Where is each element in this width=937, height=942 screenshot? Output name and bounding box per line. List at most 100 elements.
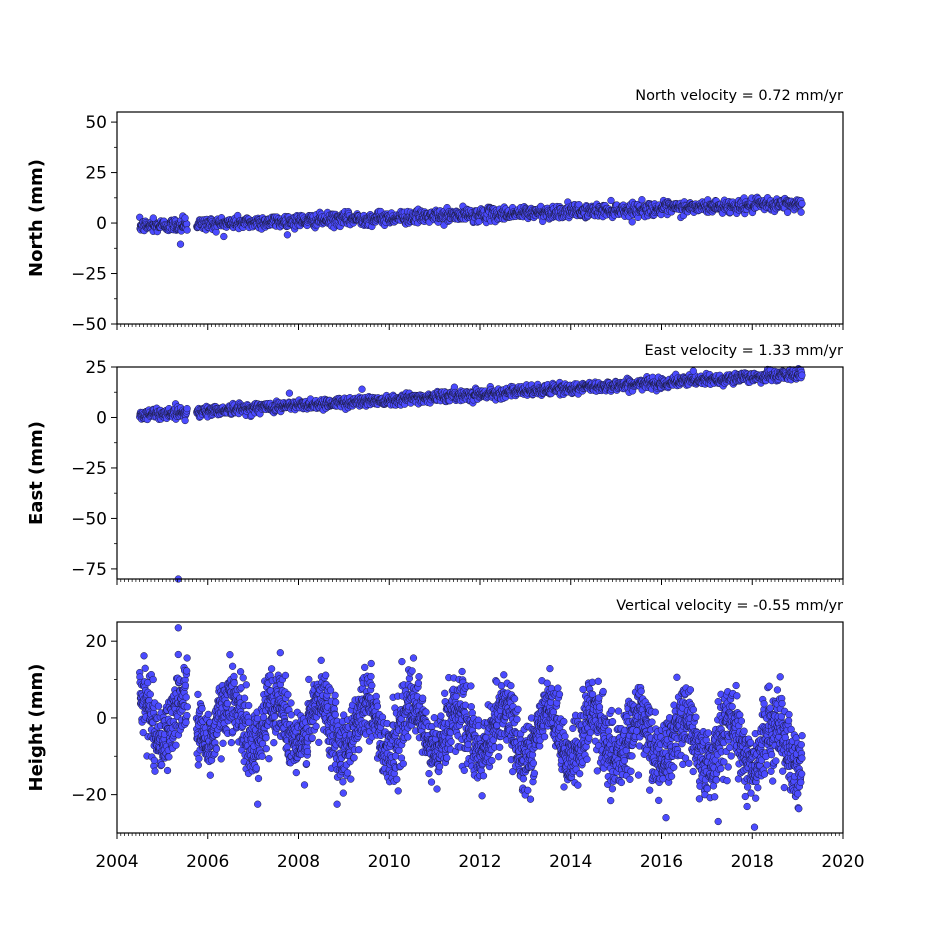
y-tick-label-north: 25 <box>85 164 107 184</box>
data-point-height <box>293 769 300 776</box>
data-point-height <box>282 672 289 679</box>
data-point-height <box>313 723 320 730</box>
data-point-height <box>368 682 375 689</box>
data-point-height <box>266 755 273 762</box>
data-point-height <box>213 746 220 753</box>
y-tick-label-east: −25 <box>71 459 107 479</box>
data-point-height <box>355 746 362 753</box>
y-tick-label-east: 25 <box>85 358 107 378</box>
y-tick-label-north: 0 <box>96 214 107 234</box>
data-point-north <box>629 219 636 226</box>
data-point-height <box>228 739 235 746</box>
data-point-north <box>799 200 806 207</box>
y-tick-label-north: 50 <box>85 113 107 133</box>
data-point-north <box>798 209 805 216</box>
data-point-height <box>285 691 292 698</box>
data-point-height <box>361 664 368 671</box>
data-point-height <box>205 711 212 718</box>
data-point-height <box>263 745 270 752</box>
data-point-height <box>183 719 190 726</box>
data-point-east <box>184 405 191 412</box>
data-point-height <box>301 782 308 789</box>
data-point-height <box>253 765 260 772</box>
data-point-height <box>374 703 381 710</box>
data-point-height <box>173 742 180 749</box>
y-tick-label-east: −50 <box>71 509 107 529</box>
outlier-point-north <box>182 215 189 222</box>
y-tick-label-east: −75 <box>71 560 107 580</box>
data-point-height <box>263 734 270 741</box>
data-point-height <box>332 711 339 718</box>
data-point-height <box>224 700 231 707</box>
data-point-height <box>152 768 159 775</box>
data-point-height <box>288 700 295 707</box>
data-point-height <box>229 663 236 670</box>
data-point-height <box>368 660 375 667</box>
data-point-height <box>199 705 206 712</box>
data-point-height <box>142 665 149 672</box>
data-point-height <box>218 756 225 763</box>
data-point-height <box>207 772 214 779</box>
data-point-north <box>639 196 646 203</box>
data-point-height <box>220 740 227 747</box>
data-point-height <box>340 778 347 785</box>
data-point-height <box>288 712 295 719</box>
data-point-height <box>196 755 203 762</box>
data-point-height <box>184 703 191 710</box>
data-point-height <box>305 676 312 683</box>
data-point-height <box>309 735 316 742</box>
data-point-height <box>332 692 339 699</box>
y-axis-label-east: East (mm) <box>26 421 47 525</box>
data-point-height <box>175 651 182 658</box>
y-tick-label-east: 0 <box>96 408 107 428</box>
data-point-height <box>151 757 158 764</box>
data-point-height <box>271 713 278 720</box>
data-point-height <box>368 673 375 680</box>
data-point-height <box>166 754 173 761</box>
data-point-height <box>245 702 252 709</box>
y-tick-label-north: −50 <box>71 315 107 335</box>
panel-title-height: Vertical velocity = -0.55 mm/yr <box>616 598 843 614</box>
data-point-height <box>141 652 148 659</box>
data-point-height <box>195 691 202 698</box>
data-point-height <box>183 694 190 701</box>
data-point-east <box>799 372 806 379</box>
data-point-height <box>243 681 250 688</box>
outlier-point-north <box>150 215 157 222</box>
data-point-height <box>340 790 347 797</box>
outlier-point-east <box>359 386 366 393</box>
data-point-height <box>231 680 238 687</box>
y-axis-label-north: North (mm) <box>26 159 47 277</box>
data-point-height <box>147 691 154 698</box>
data-point-north <box>184 227 191 234</box>
data-point-height <box>332 699 339 706</box>
data-point-height <box>322 672 329 679</box>
data-point-height <box>254 715 261 722</box>
data-point-height <box>237 668 244 675</box>
data-point-height <box>164 767 171 774</box>
data-point-north <box>284 231 291 238</box>
data-point-height <box>158 761 165 768</box>
data-point-height <box>150 676 157 683</box>
data-point-height <box>182 682 189 689</box>
panel-title-east: East velocity = 1.33 mm/yr <box>644 343 843 359</box>
data-point-height <box>184 655 191 662</box>
data-point-height <box>270 739 277 746</box>
panel-title-north: North velocity = 0.72 mm/yr <box>635 88 843 104</box>
data-point-height <box>344 769 351 776</box>
data-point-height <box>195 762 202 769</box>
outlier-point-east <box>182 417 189 424</box>
data-point-height <box>155 703 162 710</box>
data-point-height <box>227 651 234 658</box>
data-point-height <box>303 760 310 767</box>
data-point-height <box>347 776 354 783</box>
data-point-height <box>351 754 358 761</box>
data-point-height <box>183 668 190 675</box>
data-point-height <box>315 739 322 746</box>
outlier-point-north <box>177 241 184 248</box>
outlier-point-east <box>690 368 697 375</box>
data-point-height <box>304 748 311 755</box>
outlier-point-east <box>286 390 293 397</box>
